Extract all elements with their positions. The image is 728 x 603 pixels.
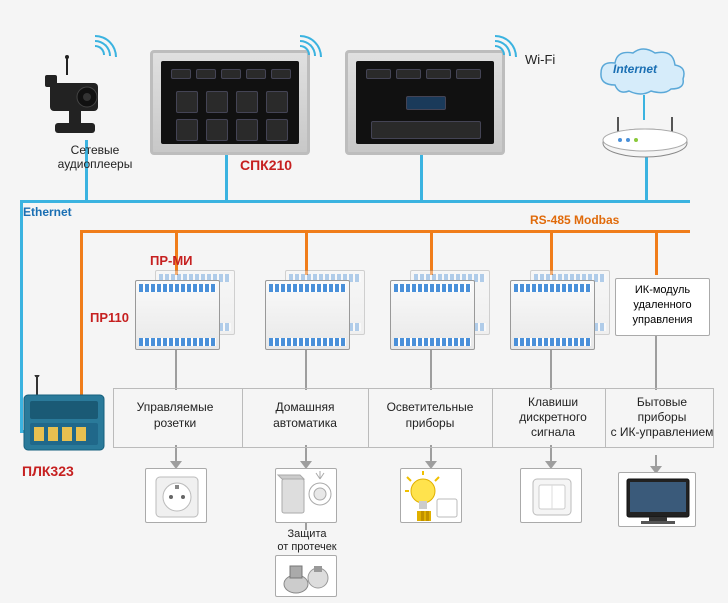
rs485-label: RS-485 Modbas — [530, 213, 619, 227]
wifi-arc-camera-3 — [95, 35, 117, 57]
panel-2 — [345, 50, 505, 155]
plk323-device — [22, 375, 107, 460]
router-icon — [600, 115, 690, 160]
ethernet-drop-router — [645, 155, 648, 200]
gray-col-2a — [305, 345, 307, 390]
ik-module-box: ИК-модуль удаленного управления — [615, 278, 710, 336]
col-sep-4 — [492, 388, 493, 448]
gray-col-4a — [550, 345, 552, 390]
gray-col-5a — [655, 335, 657, 390]
pr110-label: ПР110 — [90, 310, 129, 325]
rs485-drop-5 — [655, 230, 658, 275]
cloud-to-router — [643, 95, 645, 120]
device-tv — [618, 472, 696, 527]
camera-label: Сетевые аудиоплееры — [45, 143, 145, 172]
ethernet-drop-panel2 — [420, 155, 423, 200]
rs485-drop-3 — [430, 230, 433, 275]
device-switch — [520, 468, 582, 523]
wifi-arc-p1-3 — [300, 35, 322, 57]
pr-mi-label: ПР-МИ — [150, 253, 193, 268]
panel-spk210 — [150, 50, 310, 155]
spk210-label: СПК210 — [240, 157, 292, 173]
plc-4 — [510, 280, 595, 350]
device-leak — [275, 555, 337, 597]
internet-label: Internet — [613, 62, 657, 76]
device-automation — [275, 468, 337, 523]
rs485-bus — [80, 230, 690, 233]
col-sep-3 — [368, 388, 369, 448]
ethernet-bus — [20, 200, 690, 203]
col-sep-2 — [242, 388, 243, 448]
ik-module-label: ИК-модуль удаленного управления — [633, 284, 693, 326]
ethernet-drop-panel1 — [225, 155, 228, 200]
camera-icon — [35, 55, 115, 140]
rs485-drop-4 — [550, 230, 553, 275]
col-frame — [113, 388, 713, 448]
wifi-label: Wi-Fi — [525, 52, 555, 67]
col-sep-5 — [605, 388, 606, 448]
plc-2 — [265, 280, 350, 350]
device-lighting — [400, 468, 462, 523]
plc-1 — [135, 280, 220, 350]
leak-label: Защита от протечек — [262, 528, 352, 554]
gray-col-3a — [430, 345, 432, 390]
diagram-stage: ИК-модуль удаленного управления — [0, 0, 728, 600]
plc-3 — [390, 280, 475, 350]
gray-col-1a — [175, 345, 177, 390]
wifi-arc-p2-3 — [495, 35, 517, 57]
plk323-label: ПЛК323 — [22, 463, 74, 479]
ethernet-label: Ethernet — [23, 205, 72, 219]
col-sep-6 — [713, 388, 714, 448]
rs485-drop-2 — [305, 230, 308, 275]
col-sep-1 — [113, 388, 114, 448]
device-socket — [145, 468, 207, 523]
